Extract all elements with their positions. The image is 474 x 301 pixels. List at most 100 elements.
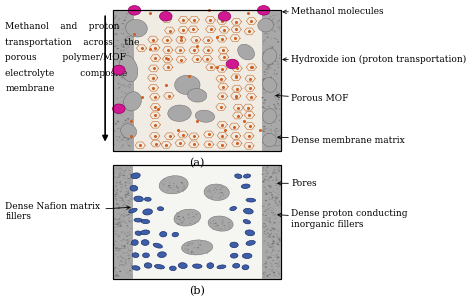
Ellipse shape — [279, 207, 280, 208]
Ellipse shape — [276, 173, 278, 174]
Ellipse shape — [123, 46, 125, 48]
Ellipse shape — [266, 229, 267, 230]
Ellipse shape — [270, 230, 272, 231]
Ellipse shape — [187, 249, 189, 250]
Ellipse shape — [262, 170, 264, 171]
Ellipse shape — [274, 107, 276, 109]
Ellipse shape — [263, 53, 264, 54]
Ellipse shape — [128, 203, 129, 204]
Ellipse shape — [277, 205, 279, 206]
Ellipse shape — [268, 85, 271, 86]
Ellipse shape — [116, 22, 117, 23]
Ellipse shape — [264, 274, 265, 275]
Ellipse shape — [163, 184, 165, 185]
Ellipse shape — [275, 145, 277, 147]
Ellipse shape — [177, 213, 179, 214]
Ellipse shape — [130, 244, 132, 245]
Ellipse shape — [266, 69, 268, 70]
Ellipse shape — [124, 103, 126, 104]
Ellipse shape — [278, 141, 280, 142]
Ellipse shape — [270, 252, 272, 253]
Ellipse shape — [126, 30, 128, 32]
Ellipse shape — [125, 194, 127, 195]
Ellipse shape — [278, 138, 279, 139]
Ellipse shape — [129, 270, 131, 272]
Ellipse shape — [183, 219, 185, 220]
Ellipse shape — [271, 20, 273, 21]
Ellipse shape — [115, 33, 118, 35]
Ellipse shape — [276, 197, 278, 199]
Ellipse shape — [275, 214, 276, 215]
Ellipse shape — [263, 129, 265, 130]
Ellipse shape — [264, 92, 266, 94]
Ellipse shape — [264, 211, 266, 212]
Ellipse shape — [230, 242, 238, 248]
Ellipse shape — [115, 241, 117, 242]
Ellipse shape — [116, 274, 118, 276]
Ellipse shape — [120, 186, 122, 188]
Ellipse shape — [219, 189, 221, 190]
Ellipse shape — [273, 260, 274, 261]
Ellipse shape — [123, 171, 126, 172]
Ellipse shape — [187, 250, 188, 251]
Ellipse shape — [116, 275, 118, 277]
Ellipse shape — [262, 206, 264, 207]
Ellipse shape — [121, 232, 122, 233]
Ellipse shape — [115, 15, 117, 17]
Ellipse shape — [221, 192, 223, 193]
Ellipse shape — [270, 185, 271, 186]
Ellipse shape — [215, 222, 217, 223]
Ellipse shape — [270, 237, 271, 238]
Ellipse shape — [279, 109, 281, 110]
Ellipse shape — [122, 184, 123, 185]
Ellipse shape — [222, 194, 224, 195]
Ellipse shape — [145, 197, 151, 201]
Ellipse shape — [117, 140, 118, 141]
Ellipse shape — [126, 188, 127, 189]
Ellipse shape — [162, 183, 163, 184]
Ellipse shape — [126, 48, 127, 49]
Ellipse shape — [121, 139, 123, 141]
Ellipse shape — [187, 244, 189, 245]
Ellipse shape — [278, 98, 279, 99]
Ellipse shape — [265, 58, 267, 59]
Ellipse shape — [123, 215, 125, 217]
Ellipse shape — [273, 24, 275, 25]
Ellipse shape — [131, 70, 132, 71]
Ellipse shape — [270, 38, 272, 39]
Ellipse shape — [194, 222, 196, 223]
Ellipse shape — [222, 187, 223, 188]
Ellipse shape — [118, 219, 119, 220]
Ellipse shape — [271, 54, 273, 55]
Ellipse shape — [273, 129, 276, 131]
Ellipse shape — [124, 61, 126, 63]
Ellipse shape — [279, 120, 281, 121]
Ellipse shape — [131, 265, 132, 266]
Ellipse shape — [119, 180, 121, 181]
Ellipse shape — [130, 142, 132, 143]
Ellipse shape — [129, 173, 130, 175]
Ellipse shape — [265, 266, 267, 267]
Ellipse shape — [131, 73, 132, 74]
Ellipse shape — [220, 186, 221, 187]
Ellipse shape — [115, 168, 117, 169]
Ellipse shape — [267, 33, 269, 34]
Ellipse shape — [114, 219, 116, 220]
Ellipse shape — [272, 246, 274, 247]
Ellipse shape — [273, 215, 274, 216]
Ellipse shape — [195, 110, 215, 122]
Ellipse shape — [263, 88, 264, 89]
Ellipse shape — [157, 207, 164, 211]
Ellipse shape — [279, 114, 281, 115]
Ellipse shape — [131, 240, 138, 245]
Ellipse shape — [122, 59, 123, 60]
Ellipse shape — [129, 208, 137, 213]
Ellipse shape — [119, 141, 120, 142]
Ellipse shape — [189, 245, 190, 246]
Ellipse shape — [277, 169, 278, 170]
Ellipse shape — [272, 228, 274, 230]
Ellipse shape — [119, 256, 122, 257]
Ellipse shape — [188, 217, 190, 219]
Ellipse shape — [117, 121, 119, 122]
Ellipse shape — [270, 29, 272, 30]
